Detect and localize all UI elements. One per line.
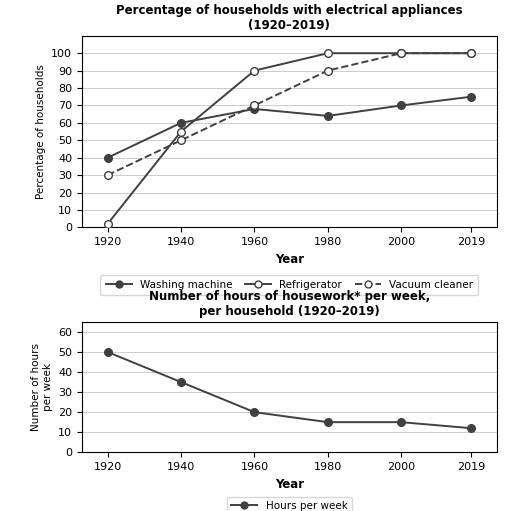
Title: Number of hours of housework* per week,
per household (1920–2019): Number of hours of housework* per week, … xyxy=(148,290,430,318)
Legend: Washing machine, Refrigerator, Vacuum cleaner: Washing machine, Refrigerator, Vacuum cl… xyxy=(100,275,478,295)
Y-axis label: Percentage of households: Percentage of households xyxy=(36,64,46,199)
Title: Percentage of households with electrical appliances
(1920–2019): Percentage of households with electrical… xyxy=(116,4,463,32)
Legend: Hours per week: Hours per week xyxy=(227,497,352,511)
X-axis label: Year: Year xyxy=(275,477,304,491)
X-axis label: Year: Year xyxy=(275,252,304,266)
Y-axis label: Number of hours
per week: Number of hours per week xyxy=(31,343,53,431)
